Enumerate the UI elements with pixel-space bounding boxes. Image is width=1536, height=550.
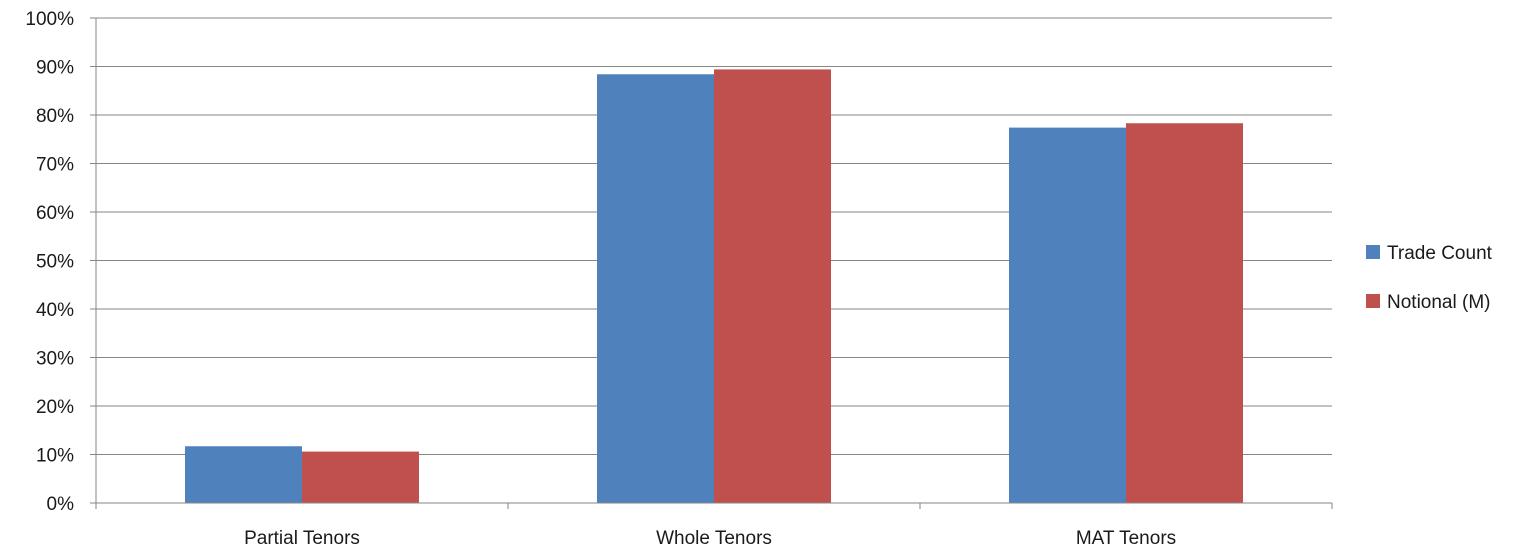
bars (185, 69, 1243, 504)
y-tick-label: 10% (36, 446, 74, 467)
y-tick-label: 30% (36, 349, 74, 370)
y-tick-label: 50% (36, 252, 74, 273)
x-tick-label: Partial Tenors (244, 528, 360, 549)
y-tick-label: 20% (36, 397, 74, 418)
bar-notional-m-mat-tenors (1126, 123, 1243, 504)
y-tick-label: 90% (36, 58, 74, 79)
bar-trade-count-whole-tenors (597, 74, 714, 503)
bar-trade-count-mat-tenors (1009, 127, 1126, 504)
y-tick-label: 100% (25, 9, 74, 30)
bar-notional-m-partial-tenors (302, 451, 419, 503)
bar-notional-m-whole-tenors (714, 69, 831, 503)
legend: Trade Count Notional (M) (1366, 243, 1493, 313)
y-tick-label: 0% (47, 494, 75, 515)
legend-swatch (1366, 294, 1380, 308)
bar-trade-count-partial-tenors (185, 446, 302, 503)
x-tick-label: Whole Tenors (656, 528, 772, 549)
legend-swatch (1366, 245, 1380, 259)
y-tick-label: 40% (36, 300, 74, 321)
legend-label: Trade Count (1387, 243, 1493, 264)
legend-label: Notional (M) (1387, 292, 1490, 313)
y-tick-label: 80% (36, 106, 74, 127)
x-tick-label: MAT Tenors (1076, 528, 1176, 549)
y-tick-label: 60% (36, 203, 74, 224)
x-axis: Partial Tenors Whole Tenors MAT Tenors (95, 502, 1333, 549)
y-axis: 0% 10% 20% 30% 40% 50% 60% 70% 80% 90% 100% (25, 9, 97, 515)
y-tick-label: 70% (36, 155, 74, 176)
